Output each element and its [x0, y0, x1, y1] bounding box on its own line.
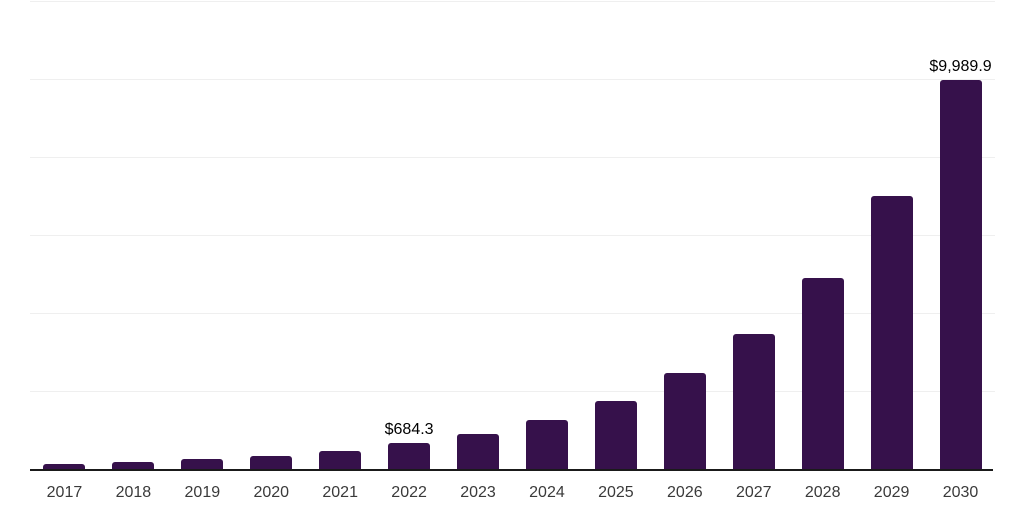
x-tick-label-2017: 2017 [46, 484, 83, 501]
x-tick-label-2018: 2018 [115, 484, 152, 501]
gridline-8000 [30, 157, 995, 158]
x-tick-label-2028: 2028 [804, 484, 841, 501]
data-label-2022: $684.3 [384, 420, 434, 438]
x-tick-label-2026: 2026 [667, 484, 703, 501]
gridline-2000 [30, 391, 995, 392]
bar-2029 [870, 195, 913, 471]
x-tick-label-2019: 2019 [184, 484, 221, 501]
x-tick-label-2020: 2020 [253, 484, 290, 501]
bar-2024 [525, 420, 568, 471]
gridline-12000 [30, 1, 995, 2]
bar-2019 [181, 458, 224, 471]
bar-2025 [594, 401, 637, 471]
x-tick-label-2021: 2021 [322, 484, 358, 501]
bar-2020 [250, 456, 293, 471]
bar-2022 [388, 442, 431, 471]
gridline-4000 [30, 313, 995, 314]
x-tick-label-2030: 2030 [942, 484, 979, 501]
x-tick-label-2023: 2023 [460, 484, 496, 501]
bar-2028 [801, 277, 844, 471]
bar-2023 [457, 433, 500, 471]
x-tick-label-2027: 2027 [735, 484, 772, 501]
x-tick-label-2024: 2024 [529, 484, 565, 501]
data-label-2030: $9,989.9 [929, 57, 992, 75]
x-tick-label-2029: 2029 [873, 484, 910, 501]
x-axis-line [29, 469, 993, 471]
gridline-6000 [30, 235, 995, 236]
bar-2026 [663, 372, 706, 471]
x-tick-label-2025: 2025 [598, 484, 634, 501]
gridline-10000 [30, 79, 995, 80]
bar-2018 [112, 461, 155, 471]
bar-2030 [939, 79, 982, 471]
bar-2027 [732, 333, 775, 471]
x-tick-label-2022: 2022 [391, 484, 427, 501]
bar-2021 [319, 450, 362, 471]
bar-2017 [43, 463, 86, 471]
